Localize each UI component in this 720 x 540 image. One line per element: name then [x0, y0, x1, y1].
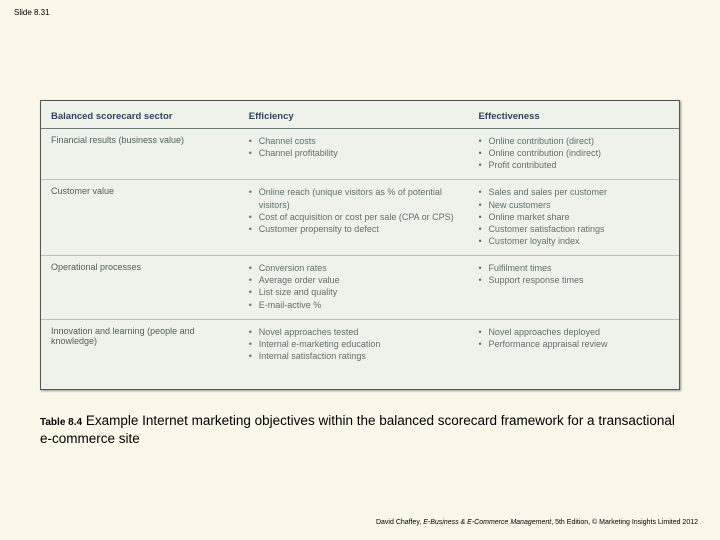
list-item: Internal e-marketing education — [249, 338, 459, 350]
list-item: Online contribution (indirect) — [478, 147, 669, 159]
list-item: Fulfilment times — [478, 262, 669, 274]
effectiveness-cell: Novel approaches deployedPerformance app… — [468, 319, 679, 370]
footer-title: E-Business & E-Commerce Management — [423, 519, 551, 526]
table-row: Operational processes Conversion ratesAv… — [41, 256, 679, 320]
list-item: Average order value — [249, 274, 459, 286]
caption-label: Table 8.4 — [40, 417, 82, 428]
col-header-effectiveness: Effectiveness — [468, 101, 679, 129]
slide-footer: David Chaffey, E-Business & E-Commerce M… — [376, 519, 698, 526]
table-caption: Table 8.4 Example Internet marketing obj… — [40, 412, 680, 447]
table-body: Financial results (business value) Chann… — [41, 129, 679, 371]
table-row: Innovation and learning (people and know… — [41, 319, 679, 370]
list-item: Internal satisfaction ratings — [249, 350, 459, 362]
table-row: Customer value Online reach (unique visi… — [41, 180, 679, 256]
row-label: Customer value — [41, 180, 239, 256]
list-item: Performance appraisal review — [478, 338, 669, 350]
slide-number: Slide 8.31 — [14, 8, 50, 17]
list-item: Channel costs — [249, 135, 459, 147]
list-item: Sales and sales per customer — [478, 186, 669, 198]
efficiency-cell: Channel costsChannel profitability — [239, 129, 469, 180]
caption-text: Example Internet marketing objectives wi… — [40, 413, 675, 446]
row-label: Innovation and learning (people and know… — [41, 319, 239, 370]
list-item: Channel profitability — [249, 147, 459, 159]
list-item: New customers — [478, 199, 669, 211]
list-item: Online market share — [478, 211, 669, 223]
list-item: Online contribution (direct) — [478, 135, 669, 147]
col-header-efficiency: Efficiency — [239, 101, 469, 129]
scorecard-table-container: Balanced scorecard sector Efficiency Eff… — [40, 100, 680, 390]
list-item: Customer propensity to defect — [249, 223, 459, 235]
list-item: Novel approaches tested — [249, 326, 459, 338]
list-item: Customer loyalty index — [478, 235, 669, 247]
footer-author: David Chaffey, — [376, 519, 423, 526]
col-header-sector: Balanced scorecard sector — [41, 101, 239, 129]
effectiveness-cell: Fulfilment timesSupport response times — [468, 256, 679, 320]
list-item: Conversion rates — [249, 262, 459, 274]
list-item: Customer satisfaction ratings — [478, 223, 669, 235]
efficiency-cell: Novel approaches testedInternal e-market… — [239, 319, 469, 370]
efficiency-cell: Conversion ratesAverage order valueList … — [239, 256, 469, 320]
effectiveness-cell: Sales and sales per customerNew customer… — [468, 180, 679, 256]
table-row: Financial results (business value) Chann… — [41, 129, 679, 180]
row-label: Financial results (business value) — [41, 129, 239, 180]
list-item: Profit contributed — [478, 159, 669, 171]
table-header-row: Balanced scorecard sector Efficiency Eff… — [41, 101, 679, 129]
efficiency-cell: Online reach (unique visitors as % of po… — [239, 180, 469, 256]
list-item: List size and quality — [249, 286, 459, 298]
list-item: Novel approaches deployed — [478, 326, 669, 338]
row-label: Operational processes — [41, 256, 239, 320]
effectiveness-cell: Online contribution (direct)Online contr… — [468, 129, 679, 180]
list-item: Support response times — [478, 274, 669, 286]
list-item: Cost of acquisition or cost per sale (CP… — [249, 211, 459, 223]
list-item: E-mail-active % — [249, 299, 459, 311]
footer-rest: , 5th Edition, © Marketing Insights Limi… — [551, 519, 698, 526]
scorecard-table: Balanced scorecard sector Efficiency Eff… — [41, 101, 679, 370]
list-item: Online reach (unique visitors as % of po… — [249, 186, 459, 210]
